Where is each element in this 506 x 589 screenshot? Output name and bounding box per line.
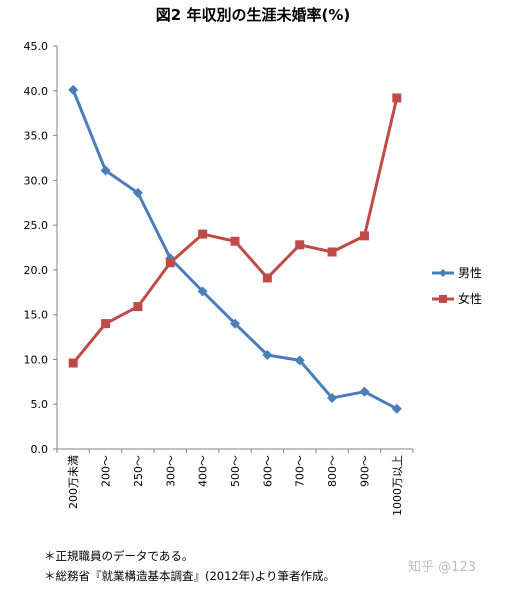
y-tick-label: 0.0: [31, 443, 49, 456]
data-point-female: [327, 247, 337, 257]
data-point-female: [133, 302, 143, 312]
legend-marker-female: [439, 295, 447, 303]
data-point-female: [230, 236, 240, 246]
legend-label-female: 女性: [458, 291, 482, 306]
x-tick-label: 200万未満: [67, 455, 80, 509]
footnote-survey-source: ＊総務省『就業構造基本調査』(2012年)より筆者作成。: [44, 569, 336, 583]
y-tick-label: 25.0: [24, 219, 49, 232]
x-tick-label: 200～: [100, 455, 113, 487]
x-tick-label: 600～: [261, 455, 274, 487]
data-point-male: [132, 187, 143, 198]
x-tick-label: 400～: [197, 455, 210, 487]
data-point-male: [262, 349, 273, 360]
data-point-male: [327, 392, 338, 403]
data-point-male: [359, 386, 370, 397]
data-point-female: [68, 358, 78, 368]
y-tick-label: 20.0: [24, 264, 49, 277]
data-point-male: [68, 84, 79, 95]
chart-title: 図2 年収別の生涯未婚率(%): [155, 6, 351, 24]
data-point-male: [294, 355, 305, 366]
legend-marker-male: [439, 269, 447, 277]
data-point-female: [392, 93, 402, 103]
data-point-female: [262, 273, 272, 283]
y-tick-label: 30.0: [24, 174, 49, 187]
data-point-female: [198, 229, 208, 239]
y-tick-label: 10.0: [24, 353, 49, 366]
x-tick-label: 500～: [229, 455, 242, 487]
data-point-male: [391, 403, 402, 414]
y-tick-label: 35.0: [24, 130, 49, 143]
x-tick-label: 250～: [132, 455, 145, 487]
x-tick-label: 900～: [358, 455, 371, 487]
footnote-data-source-type: ＊正規職員のデータである。: [44, 549, 194, 563]
x-tick-label: 800～: [326, 455, 339, 487]
data-point-female: [359, 231, 369, 241]
data-point-male: [100, 165, 111, 176]
y-tick-label: 15.0: [24, 309, 49, 322]
data-point-male: [197, 286, 208, 297]
data-point-female: [165, 258, 175, 268]
legend-label-male: 男性: [458, 266, 482, 280]
x-tick-label: 300～: [164, 455, 177, 487]
y-tick-label: 45.0: [24, 40, 49, 53]
series-line-male: [71, 89, 398, 411]
data-point-female: [295, 240, 305, 250]
data-point-female: [101, 319, 111, 329]
x-tick-label: 1000万以上: [391, 455, 404, 516]
data-point-male: [230, 318, 240, 329]
y-tick-label: 5.0: [31, 398, 49, 411]
x-tick-label: 700～: [294, 455, 307, 487]
watermark: 知乎 @123: [408, 560, 476, 575]
y-tick-label: 40.0: [24, 85, 49, 98]
